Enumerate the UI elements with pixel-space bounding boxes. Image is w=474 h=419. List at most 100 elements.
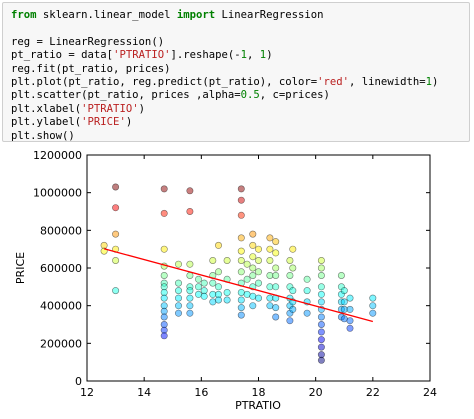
scatter-point — [289, 264, 297, 272]
code-line: pt_ratio = data['PTRATIO'].reshape(-1, 1… — [11, 49, 461, 62]
code-line: plt.show() — [11, 130, 461, 143]
scatter-point — [272, 249, 280, 257]
scatter-point — [317, 257, 325, 265]
code-token: ) — [266, 49, 273, 62]
scatter-point — [186, 302, 194, 310]
scatter-point — [249, 264, 257, 272]
scatter-point — [186, 187, 194, 195]
scatter-point — [186, 207, 194, 215]
scatter-point — [237, 296, 245, 304]
scatter-point — [289, 287, 297, 295]
code-token: , linewidth= — [349, 75, 426, 88]
scatter-point — [266, 302, 274, 310]
scatter-point — [160, 313, 168, 321]
x-tick-label: 20 — [309, 386, 323, 399]
x-axis-label: PTRATIO — [235, 399, 281, 412]
code-token: ].reshape(- — [170, 49, 241, 62]
y-tick-label: 400000 — [40, 300, 82, 313]
scatter-point — [346, 317, 354, 325]
scatter-point — [160, 245, 168, 253]
scatter-point — [112, 230, 120, 238]
scatter-point — [255, 245, 263, 253]
scatter-point — [237, 311, 245, 319]
scatter-point — [160, 294, 168, 302]
y-axis-label: PRICE — [14, 252, 27, 284]
code-line: plt.ylabel('PRICE') — [11, 116, 461, 129]
scatter-point — [112, 183, 120, 191]
code-token: pt_ratio = data[ — [11, 49, 114, 62]
scatter-point — [272, 264, 280, 272]
scatter-point — [289, 245, 297, 253]
scatter-point — [175, 260, 183, 268]
regression-line — [103, 248, 374, 323]
scatter-point — [249, 272, 257, 280]
scatter-point — [237, 289, 245, 297]
code-token: reg = LinearRegression() — [11, 35, 165, 48]
scatter-point — [272, 313, 280, 321]
scatter-point — [160, 332, 168, 340]
scatter-point — [175, 279, 183, 287]
scatter-chart: 12 14 16 18 20 22 24 0 200000 400000 600000 800000… — [14, 149, 437, 412]
x-tick-label: 16 — [194, 386, 208, 399]
scatter-point — [317, 298, 325, 306]
scatter-point — [215, 296, 223, 304]
code-token: , — [247, 49, 260, 62]
scatter-point — [223, 289, 231, 297]
scatter-point — [303, 275, 311, 283]
y-tick-label: 200000 — [40, 337, 82, 350]
output-area: 12 14 16 18 20 22 24 0 200000 400000 600000 800000… — [0, 146, 474, 414]
scatter-point — [215, 283, 223, 291]
scatter-point — [112, 287, 120, 295]
scatter-point — [195, 275, 203, 283]
scatter-point — [195, 283, 203, 291]
code-line: from sklearn.linear_model import LinearR… — [11, 9, 461, 22]
scatter-point — [346, 294, 354, 302]
scatter-point — [255, 257, 263, 265]
scatter-point — [317, 313, 325, 321]
x-tick-label: 22 — [366, 386, 380, 399]
code-token: 'PRICE' — [81, 116, 126, 129]
scatter-point — [266, 234, 274, 242]
scatter-point — [160, 272, 168, 280]
scatter-point — [337, 272, 345, 280]
scatter-point — [237, 268, 245, 276]
code-token: sklearn.linear_model — [36, 9, 177, 21]
code-line — [11, 22, 461, 35]
scatter-point — [317, 272, 325, 280]
code-token: , c=prices) — [259, 89, 330, 102]
scatter-point — [289, 305, 297, 313]
scatter-point — [286, 257, 294, 265]
y-tick-label: 600000 — [40, 262, 82, 275]
code-token: ) — [138, 102, 145, 115]
code-token: from — [11, 9, 37, 21]
scatter-point — [255, 279, 263, 287]
scatter-point — [223, 296, 231, 304]
code-token: 1 — [240, 49, 248, 62]
scatter-point — [249, 230, 257, 238]
scatter-point — [209, 257, 217, 265]
scatter-point — [243, 260, 251, 268]
scatter-point — [266, 245, 274, 253]
code-line: plt.plot(pt_ratio, reg.predict(pt_ratio)… — [11, 76, 461, 89]
scatter-point — [186, 287, 194, 295]
code-token: 0.5 — [240, 89, 260, 102]
scatter-point — [237, 257, 245, 265]
scatter-point — [255, 294, 263, 302]
scatter-point — [346, 324, 354, 332]
scatter-point — [266, 257, 274, 265]
scatter-point — [369, 294, 377, 302]
scatter-point — [175, 309, 183, 317]
code-token: reg.fit(pt_ratio, prices) — [11, 62, 171, 75]
scatter-point — [215, 241, 223, 249]
scatter-point — [266, 272, 274, 280]
code-token: 1 — [425, 75, 432, 88]
code-token: ) — [431, 75, 439, 88]
code-token: import — [176, 9, 216, 21]
scatter-point — [200, 279, 208, 287]
scatter-point — [266, 283, 274, 291]
code-cell[interactable]: from sklearn.linear_model import LinearR… — [2, 2, 470, 142]
code-token: 'red' — [317, 75, 350, 88]
scatter-point — [223, 257, 231, 265]
scatter-point — [346, 305, 354, 313]
scatter-point — [209, 279, 217, 287]
